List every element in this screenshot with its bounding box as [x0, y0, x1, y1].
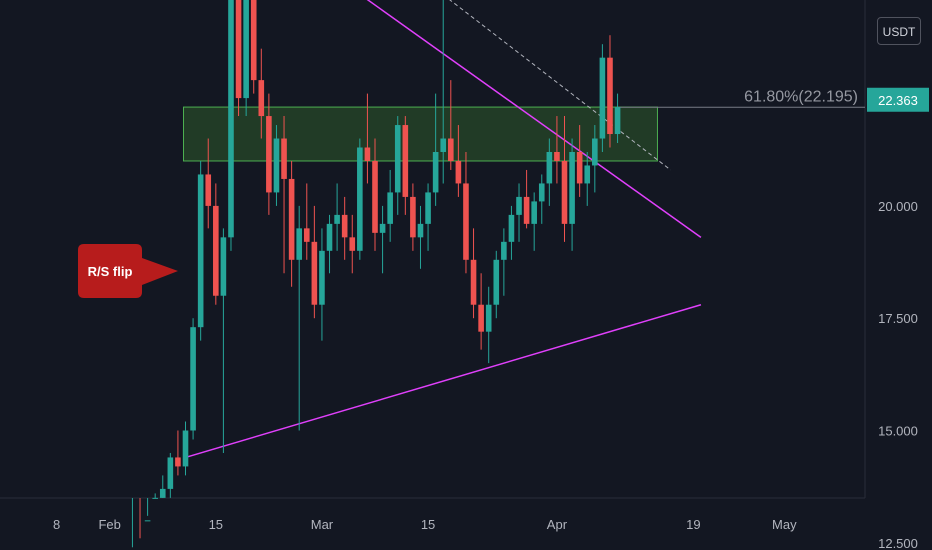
candle-body [326, 223, 333, 251]
candle-body [144, 520, 151, 522]
candle-body [448, 138, 454, 161]
candle-body [364, 147, 371, 161]
candle-body [584, 165, 591, 184]
candle-body [607, 57, 613, 135]
price-tick-label: 20.000 [878, 199, 918, 214]
rs-flip-zone [183, 106, 658, 162]
last-price-label: 22.363 [878, 93, 918, 108]
candle-body [417, 223, 424, 238]
candle-body [554, 151, 560, 161]
time-tick-label: Feb [98, 517, 120, 532]
fib-level-label: 61.80%(22.195) [744, 88, 858, 105]
candle-body [349, 237, 356, 251]
candle-body [561, 160, 568, 224]
candle-body [281, 138, 287, 179]
candle-body [531, 201, 537, 224]
candle-body [440, 138, 447, 152]
candle-body [516, 196, 522, 215]
price-tick-label: 12.500 [878, 536, 918, 550]
candle-body [402, 125, 409, 197]
candle-body [357, 147, 363, 251]
candle-body [470, 259, 477, 305]
rs-flip-callout [78, 244, 178, 298]
candle-body [197, 174, 204, 328]
candle-body [372, 160, 378, 233]
candle-body [250, 0, 257, 81]
candle-body [152, 497, 158, 499]
candle-body [334, 214, 340, 224]
candle-body [273, 138, 280, 193]
lower-trendline [185, 304, 702, 459]
candle-body [455, 160, 462, 184]
candle-body [379, 223, 386, 233]
candle-body [341, 214, 348, 238]
time-tick-label: Mar [311, 517, 334, 532]
candle-body [425, 192, 431, 224]
candle-body [296, 228, 302, 260]
time-tick-label: 8 [53, 517, 60, 532]
candle-body [493, 259, 500, 305]
dashed-trendline [449, 0, 671, 171]
price-tick-label: 17.500 [878, 311, 918, 326]
candle-body [485, 304, 492, 332]
candle-body [614, 107, 621, 135]
time-tick-label: 15 [421, 517, 435, 532]
time-tick-label: Apr [547, 517, 568, 532]
candle-body [228, 0, 234, 238]
candle-body [159, 488, 166, 498]
candle-body [182, 430, 189, 467]
candle-body [394, 125, 401, 193]
candle-body [319, 250, 325, 305]
candle-body [478, 304, 484, 332]
candle-body [235, 0, 242, 99]
candle-body [432, 151, 439, 193]
candle-body [243, 0, 249, 99]
candle-body [576, 151, 583, 184]
upper-trendline [366, 0, 702, 238]
candle-body [538, 183, 545, 202]
candle-body [508, 214, 515, 242]
candle-body [288, 178, 295, 260]
candle-body [258, 80, 265, 117]
time-tick-label: 15 [209, 517, 223, 532]
candle-body [175, 457, 181, 467]
candle-body [592, 138, 598, 166]
candle-body [311, 241, 318, 305]
time-tick-label: 19 [686, 517, 700, 532]
price-tick-label: 15.000 [878, 424, 918, 439]
candle-body [569, 151, 575, 224]
candle-body [523, 196, 530, 224]
candle-body [266, 116, 272, 193]
candle-body [213, 205, 219, 296]
candle-body [387, 192, 393, 224]
candle-body [463, 183, 469, 260]
candle-body [190, 327, 196, 431]
time-tick-label: May [772, 517, 797, 532]
candle-body [303, 228, 310, 242]
candle-body [501, 241, 507, 260]
candle-body [220, 237, 227, 296]
candle-body [546, 151, 553, 184]
candle-body [410, 196, 416, 238]
candle-body [205, 174, 212, 206]
rs-flip-label: R/S flip [88, 264, 133, 279]
currency-selector[interactable]: USDT [877, 17, 921, 45]
last-price-badge [867, 87, 929, 112]
candle-body [167, 457, 174, 489]
candle-body [599, 57, 606, 139]
